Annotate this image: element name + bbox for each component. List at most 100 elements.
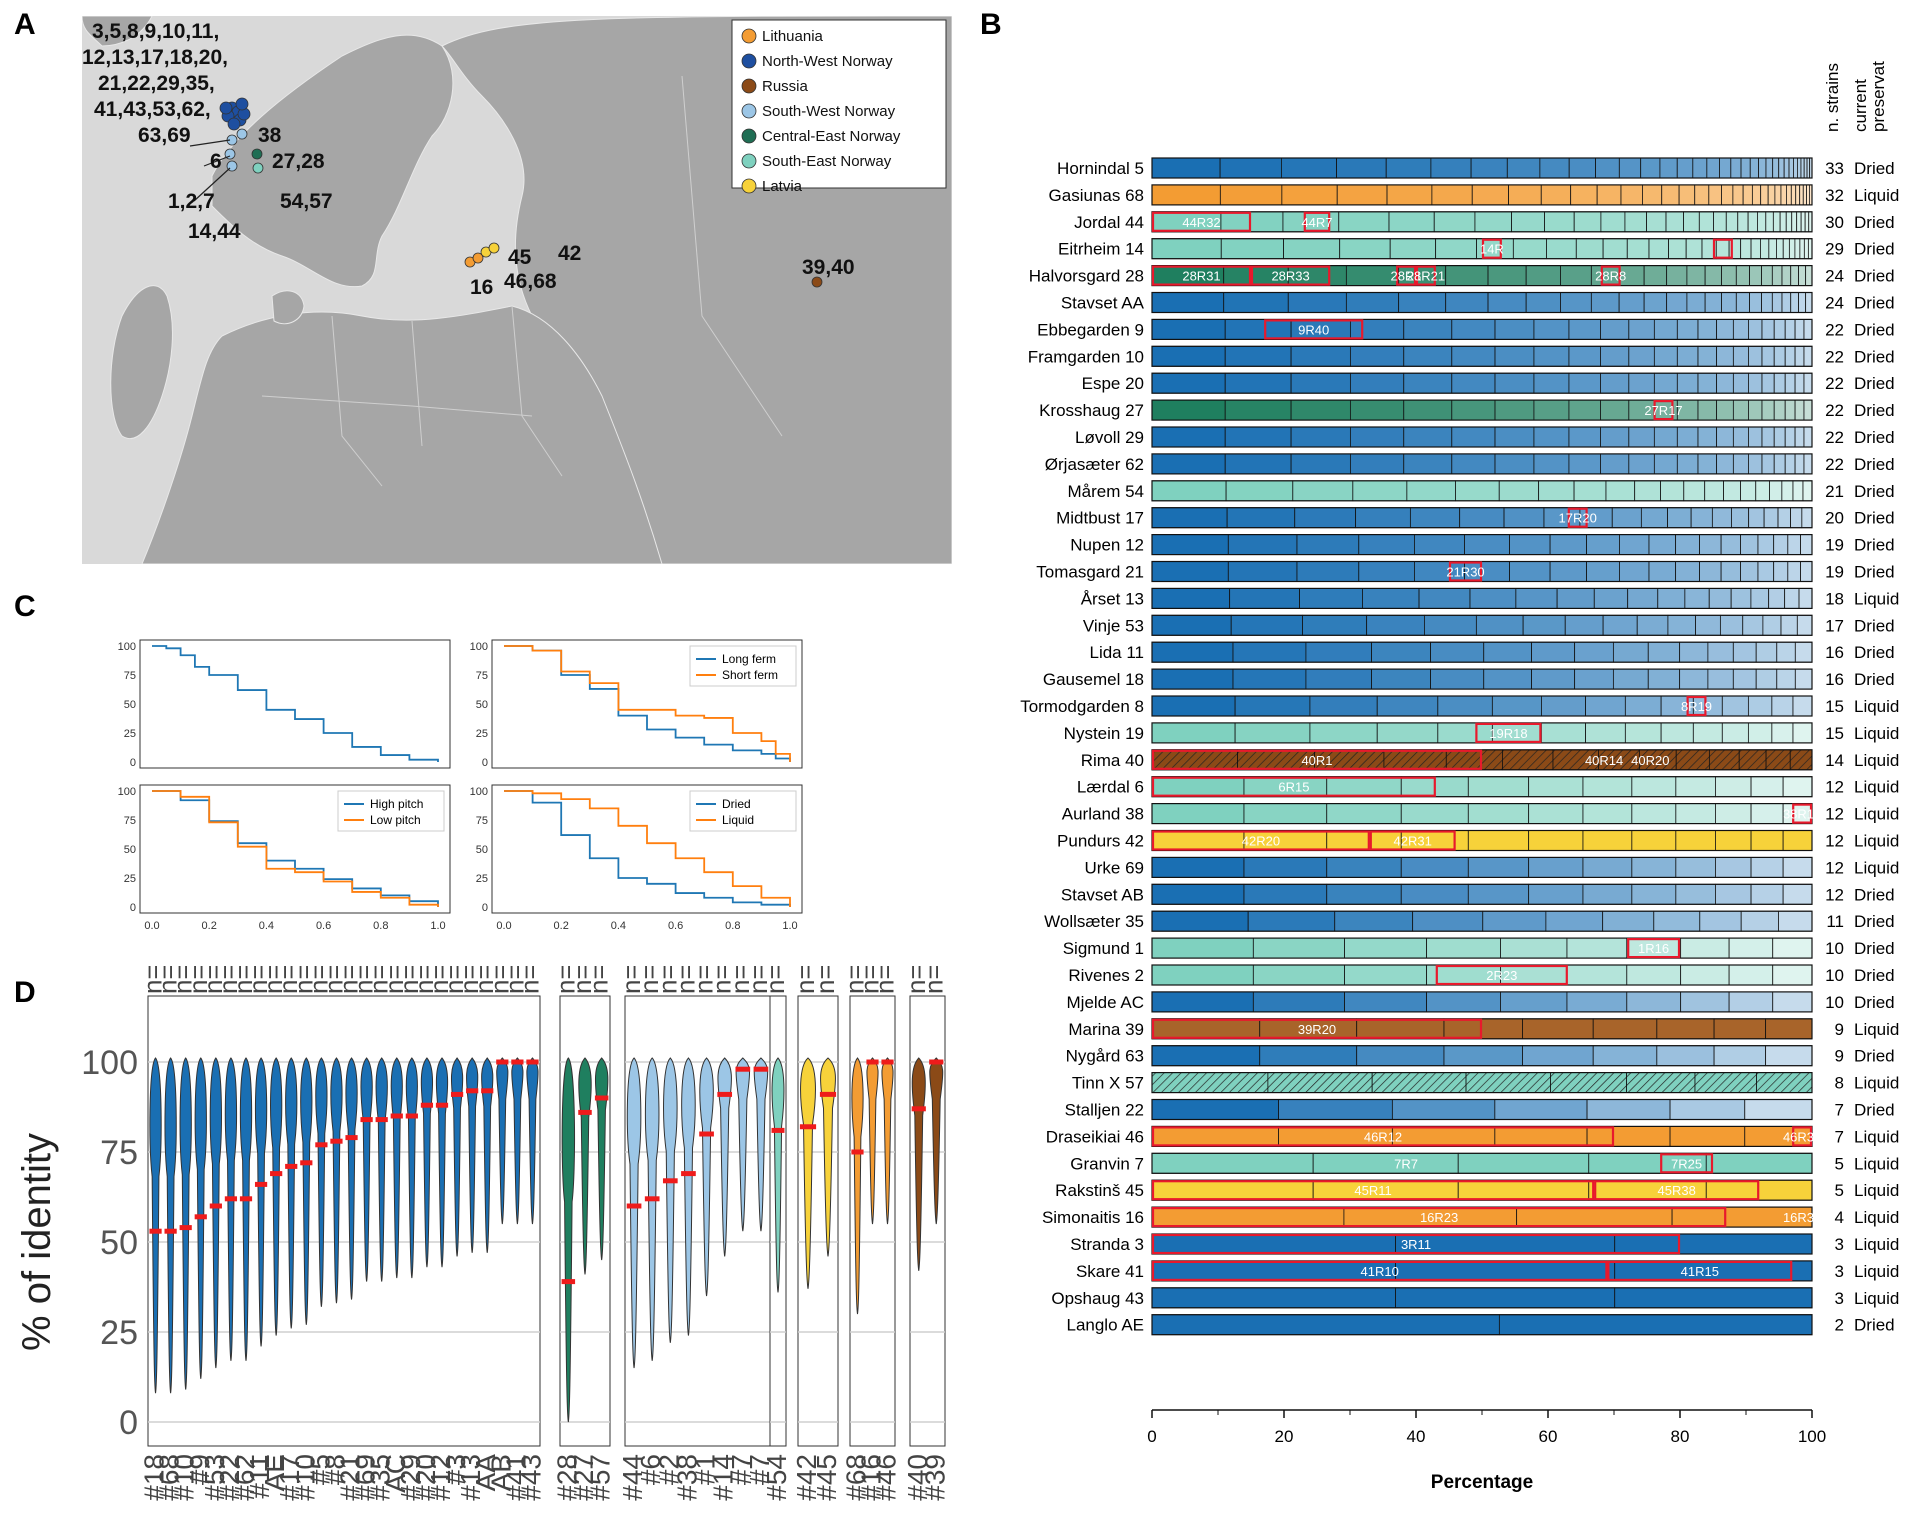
bar-segment (1345, 292, 1400, 313)
bar-segment (1719, 157, 1732, 179)
strain-label: 19R18 (1489, 726, 1527, 741)
x-tick-label: 20 (1275, 1427, 1294, 1446)
bar-segment (1326, 883, 1402, 905)
n-strains-value: 16 (1825, 643, 1844, 662)
bar-row: Opshaug 43 3 Liquid (1051, 1287, 1899, 1309)
strain-highlight-box (1396, 265, 1417, 286)
bar-segment (1755, 480, 1770, 502)
bar-segment (1776, 238, 1784, 260)
bar-segment (1151, 1045, 1261, 1067)
legend-swatch (741, 153, 757, 169)
bar-segment (1679, 668, 1709, 690)
bar-segment (1761, 345, 1775, 367)
bar-segment (1541, 695, 1586, 717)
site-label: 6 (210, 150, 222, 173)
preservation-value: Dried (1854, 509, 1895, 528)
legend-label: Central-East Norway (762, 128, 901, 145)
bar-segment (1451, 399, 1496, 421)
bar-segment (1665, 211, 1684, 233)
bar-segment (1676, 453, 1699, 475)
bar-outline (1151, 453, 1813, 475)
bar-segment (1679, 641, 1709, 663)
preservation-value: Liquid (1854, 1289, 1899, 1308)
bar-segment (1778, 910, 1813, 932)
bar-segment (1344, 964, 1428, 986)
bar-outline (1151, 157, 1813, 179)
bar-segment (1483, 641, 1532, 663)
bar-segment (1732, 453, 1749, 475)
bar-segment (1443, 1045, 1523, 1067)
bar-segment (1494, 345, 1535, 367)
bar-segment (1697, 453, 1718, 475)
bar-segment (1653, 426, 1678, 448)
bar-segment (1515, 588, 1558, 609)
bar-segment (1676, 426, 1699, 448)
bar-segment (1470, 157, 1508, 179)
bar-segment (1790, 292, 1799, 313)
legend-label: Russia (762, 78, 809, 95)
bar-row: Ørjasæter 62 22 Dried (1045, 453, 1895, 475)
violin-category-label: #54 (761, 1454, 792, 1501)
bar-row: Nygård 63 9 Dried (1066, 1045, 1895, 1067)
violin-group: n=12 #42 n=5 #45 (790, 966, 842, 1501)
bar-segment (1705, 1152, 1813, 1174)
bar-segment (1229, 588, 1300, 609)
bar-segment (1626, 964, 1682, 986)
bar-segment (1371, 1072, 1467, 1093)
bar-segment (1803, 345, 1813, 367)
strain-highlight-box (1369, 830, 1456, 851)
strain-label: 38R16 (1783, 807, 1821, 822)
bar-segment (1794, 399, 1805, 421)
bar-segment (1792, 722, 1813, 744)
bar-segment (1795, 184, 1801, 206)
bar-segment (1773, 318, 1786, 340)
violin-category-label: #7 (726, 1454, 757, 1485)
column-header-preservation-1: current (1851, 79, 1870, 132)
bar-segment (1582, 776, 1633, 798)
n-label: n=3 (514, 966, 544, 994)
bar-segment (1252, 991, 1345, 1013)
bar-segment (1252, 964, 1345, 986)
bar-segment (1151, 426, 1226, 448)
curve-subplot: 0 25 50 75 100 0.0 0.2 0.4 0.6 0.8 1.0 High pitch Lo… (118, 784, 451, 932)
bar-segment (1605, 480, 1636, 502)
bar-segment (1675, 749, 1710, 771)
bar-segment (1344, 937, 1428, 959)
bar-segment (1151, 157, 1221, 179)
bar-segment (1151, 910, 1249, 932)
bar-segment (1765, 157, 1774, 179)
bar-segment (1776, 641, 1796, 663)
violin (851, 1057, 864, 1315)
violin (345, 1057, 358, 1300)
violin-category-label: #68 (841, 1454, 872, 1501)
bar-segment (1750, 830, 1784, 851)
bar-segment (1614, 1233, 1813, 1255)
bar-outline (1151, 856, 1813, 879)
bar-segment (1768, 588, 1786, 609)
strain-highlight-box (1151, 1126, 1615, 1147)
bar-row: Framgarden 10 22 Dried (1028, 345, 1895, 367)
bar-segment (1533, 318, 1570, 340)
row-label: Simonaitis 16 (1042, 1208, 1144, 1227)
preservation-value: Liquid (1854, 1181, 1899, 1200)
bar-segment (1728, 964, 1774, 986)
violin (360, 1057, 373, 1282)
bar-segment (1338, 211, 1390, 233)
bar-outline (1151, 345, 1813, 367)
n-strains-value: 7 (1835, 1101, 1844, 1120)
bar-outline (1151, 695, 1813, 717)
bar-outline (1151, 1098, 1813, 1121)
preservation-value: Dried (1854, 1101, 1895, 1120)
site-label: 63,69 (138, 124, 191, 147)
bar-segment (1667, 507, 1692, 529)
bar-segment (1624, 695, 1662, 717)
bar-segment (1403, 345, 1453, 367)
bar-segment (1391, 1126, 1496, 1147)
n-strains-value: 30 (1825, 213, 1844, 232)
bar-segment (1550, 1072, 1627, 1093)
preservation-value: Dried (1854, 401, 1895, 420)
preservation-value: Dried (1854, 939, 1895, 958)
n-label: n=20 (273, 966, 303, 994)
y-tick-label: 0 (130, 902, 136, 914)
bar-segment (1226, 507, 1296, 529)
